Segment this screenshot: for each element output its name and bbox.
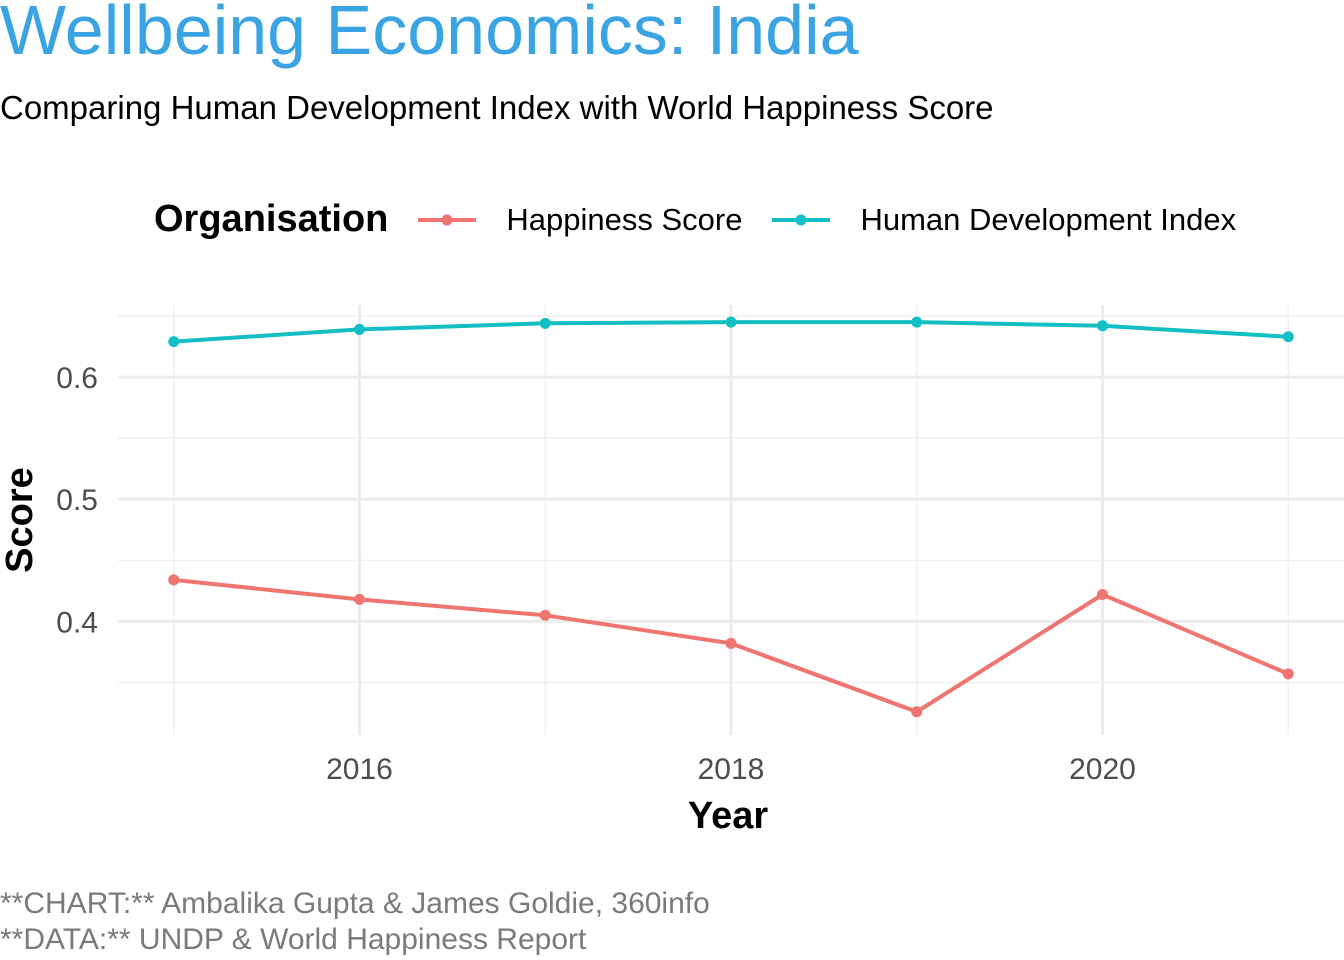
x-tick-label: 2018 bbox=[698, 753, 765, 786]
caption: **CHART:** Ambalika Gupta & James Goldie… bbox=[0, 886, 710, 958]
data-point bbox=[725, 637, 737, 649]
data-point bbox=[1282, 331, 1294, 343]
y-axis-title: Score bbox=[0, 467, 41, 573]
data-point bbox=[1097, 320, 1109, 332]
data-point bbox=[168, 336, 180, 348]
legend-key-hdi bbox=[772, 214, 831, 225]
chart-subtitle: Comparing Human Development Index with W… bbox=[0, 89, 994, 126]
legend-item-hdi: Human Development Index bbox=[770, 202, 1236, 238]
caption-chart-credit: **CHART:** Ambalika Gupta & James Goldie… bbox=[0, 887, 710, 920]
legend-title: Organisation bbox=[154, 198, 389, 240]
x-tick-label: 2020 bbox=[1069, 753, 1136, 786]
legend-key-point bbox=[441, 214, 453, 225]
y-tick-label: 0.4 bbox=[56, 606, 98, 639]
data-point bbox=[353, 323, 365, 335]
legend: Organisation Happiness Score Human Devel… bbox=[154, 198, 1264, 241]
data-point bbox=[725, 316, 737, 328]
data-point bbox=[911, 316, 923, 328]
chart-title: Wellbeing Economics: India bbox=[0, 0, 859, 69]
data-point bbox=[539, 609, 551, 621]
legend-key-happiness bbox=[418, 214, 477, 225]
legend-item-happiness: Happiness Score bbox=[416, 202, 742, 238]
data-point bbox=[1282, 668, 1294, 680]
x-axis-title: Year bbox=[688, 795, 769, 837]
caption-data-source: **DATA:** UNDP & World Happiness Report bbox=[0, 923, 587, 956]
data-point bbox=[168, 574, 180, 586]
data-point bbox=[353, 593, 365, 605]
x-tick-label: 2016 bbox=[326, 753, 393, 786]
y-tick-label: 0.6 bbox=[56, 362, 98, 395]
data-point bbox=[539, 317, 551, 329]
y-tick-label: 0.5 bbox=[56, 484, 98, 517]
data-point bbox=[1097, 589, 1109, 601]
legend-key-point bbox=[795, 214, 807, 225]
data-point bbox=[911, 706, 923, 718]
legend-label-happiness: Happiness Score bbox=[506, 201, 743, 237]
legend-label-hdi: Human Development Index bbox=[860, 201, 1237, 237]
